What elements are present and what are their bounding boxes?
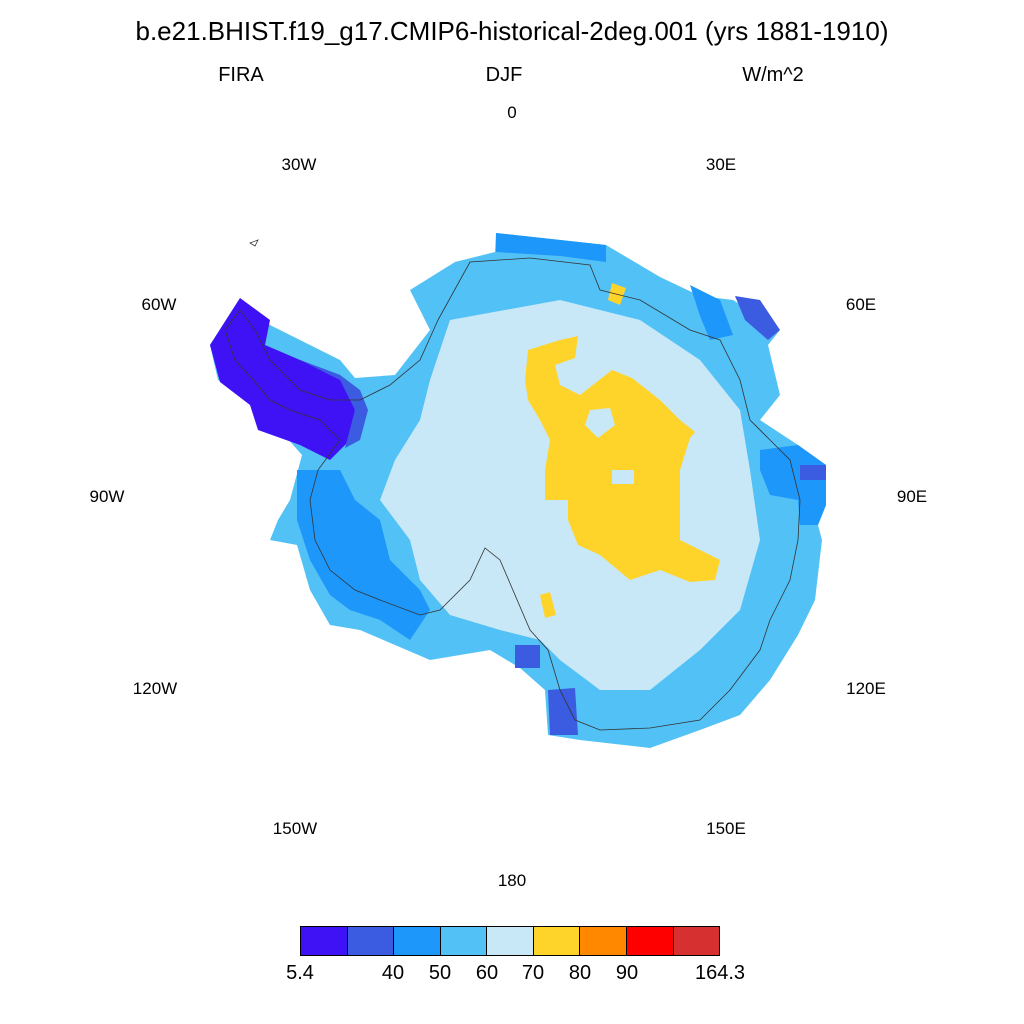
map-region-south-dark (515, 645, 540, 668)
colorbar-box (440, 927, 488, 955)
map-region-peninsula-edge (300, 360, 368, 448)
colorbar (300, 926, 720, 956)
lon-label-60w: 60W (141, 295, 177, 314)
lon-label-150e: 150E (706, 819, 746, 838)
map-hole-1 (585, 408, 615, 438)
map-region-yellow-spot-2 (540, 592, 556, 618)
season-label: DJF (485, 64, 523, 86)
island-outline (249, 239, 259, 247)
map-region-yellow (525, 336, 720, 582)
map-region-ne-blue (690, 285, 733, 340)
map-region-west-blue (297, 470, 430, 640)
colorbar-label: 5.4 (286, 962, 314, 984)
lon-label-90e: 90E (896, 487, 928, 506)
colorbar-box (301, 927, 348, 955)
colorbar-box (487, 927, 534, 955)
colorbar-box (347, 927, 395, 955)
colorbar-box (394, 927, 441, 955)
plot-title: b.e21.BHIST.f19_g17.CMIP6-historical-2de… (135, 16, 889, 46)
map-region-east-dark (800, 465, 826, 480)
colorbar-label: 50 (428, 962, 452, 984)
lon-label-30e: 30E (705, 155, 737, 174)
variable-label: FIRA (218, 64, 264, 86)
map-region-ne-dark (735, 296, 780, 340)
colorbar-label: 70 (521, 962, 545, 984)
lon-label-60e: 60E (845, 295, 877, 314)
map-region-top-blue (496, 233, 606, 262)
colorbar-label: 164.3 (694, 962, 746, 984)
colorbar-box (580, 927, 627, 955)
lon-label-180: 180 (497, 871, 527, 890)
lon-label-30w: 30W (281, 155, 317, 174)
colorbar-label: 80 (568, 962, 592, 984)
lon-label-150w: 150W (272, 819, 318, 838)
map-hole-2 (612, 470, 634, 484)
colorbar-label: 90 (615, 962, 639, 984)
units-label: W/m^2 (742, 64, 804, 86)
lon-label-120e: 120E (846, 679, 886, 698)
map-region-south-dark-2 (548, 688, 578, 735)
colorbar-box (673, 927, 720, 955)
lon-label-0: 0 (507, 103, 517, 122)
colorbar-label: 60 (475, 962, 499, 984)
colorbar-box (626, 927, 674, 955)
map-region-peninsula (210, 298, 355, 460)
colorbar-label: 40 (381, 962, 405, 984)
coastline (224, 257, 801, 731)
colorbar-box (533, 927, 581, 955)
lon-label-90w: 90W (89, 487, 125, 506)
lon-label-120w: 120W (132, 679, 178, 698)
